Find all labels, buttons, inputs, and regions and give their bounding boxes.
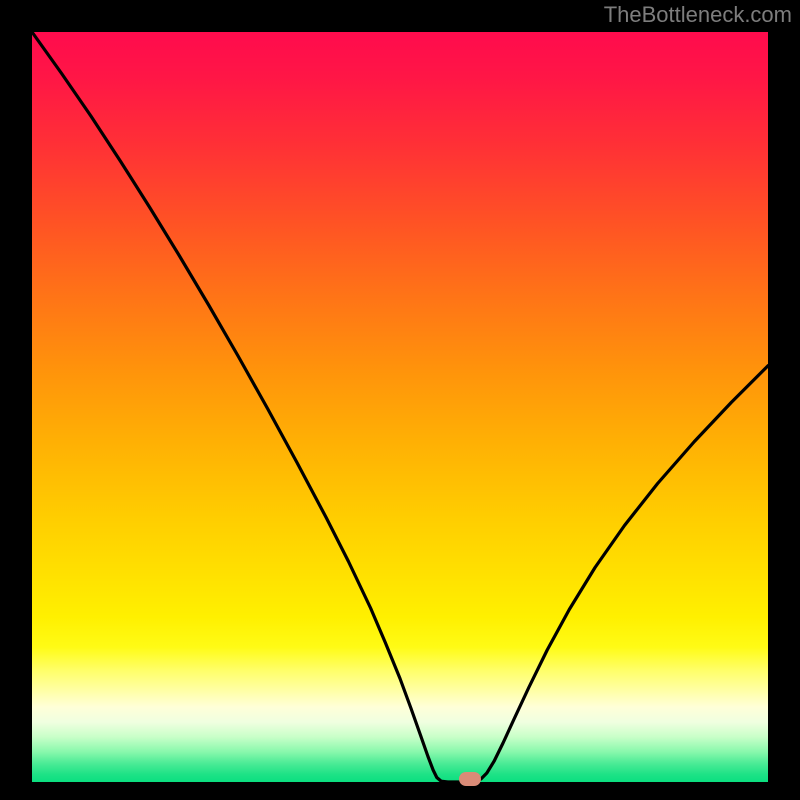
plot-area — [32, 32, 768, 782]
minimum-marker — [459, 772, 481, 786]
watermark-text: TheBottleneck.com — [604, 2, 792, 28]
